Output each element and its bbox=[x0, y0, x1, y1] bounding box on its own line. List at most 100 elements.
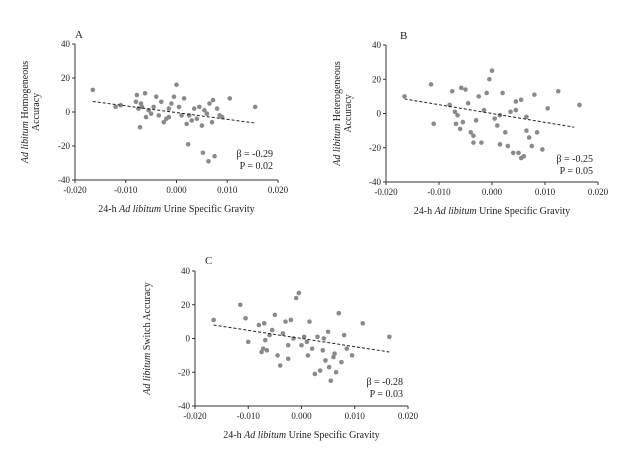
data-point bbox=[210, 97, 216, 103]
data-point bbox=[179, 113, 184, 118]
data-point bbox=[283, 319, 288, 324]
data-point bbox=[328, 378, 334, 383]
data-point bbox=[118, 102, 123, 108]
data-point bbox=[204, 111, 210, 116]
y-tick-label: 40 bbox=[61, 39, 71, 49]
x-tick-label: 0.020 bbox=[398, 411, 419, 421]
trend-line bbox=[404, 98, 575, 128]
y-tick-label: 0 bbox=[377, 109, 382, 119]
x-tick-label: 0.020 bbox=[268, 185, 289, 195]
data-point bbox=[293, 295, 299, 301]
data-point bbox=[200, 150, 206, 156]
data-point bbox=[301, 334, 307, 340]
data-point bbox=[189, 118, 195, 123]
x-tick-label: 0.020 bbox=[588, 187, 609, 197]
data-point bbox=[304, 339, 310, 345]
data-point bbox=[194, 116, 200, 122]
data-point bbox=[166, 106, 172, 111]
data-point bbox=[526, 135, 532, 140]
data-point bbox=[169, 101, 174, 106]
data-point bbox=[137, 125, 143, 130]
data-point bbox=[532, 92, 537, 97]
panel-c: -40 -20 0 20 40 -0.020 -0.010 0.000 0.010 0.020 Cβ… bbox=[142, 255, 419, 441]
x-axis-label: 24-h Ad libitum Urine Specific Gravity bbox=[98, 204, 254, 215]
beta-label: β = -0.28 bbox=[366, 377, 403, 388]
data-point bbox=[171, 94, 177, 99]
data-point bbox=[252, 104, 258, 110]
data-point bbox=[457, 126, 463, 132]
data-point bbox=[307, 319, 312, 324]
y-axis-label: Ad libitum Switch Accuracy bbox=[142, 282, 153, 396]
data-point bbox=[487, 76, 492, 82]
data-point bbox=[151, 104, 156, 110]
data-point bbox=[323, 358, 328, 363]
data-point bbox=[479, 140, 484, 145]
data-point bbox=[237, 302, 243, 308]
y-tick-label: 40 bbox=[372, 40, 382, 50]
data-point bbox=[214, 106, 220, 111]
y-tick-label: 20 bbox=[181, 300, 191, 310]
data-point bbox=[269, 327, 275, 333]
data-point bbox=[455, 112, 460, 118]
data-point bbox=[317, 368, 323, 373]
x-tick-label: -0.020 bbox=[374, 187, 398, 197]
data-point bbox=[518, 97, 524, 103]
data-point bbox=[341, 332, 347, 338]
p-value-label: P = 0.05 bbox=[560, 166, 593, 177]
x-tick-label: 0.000 bbox=[166, 185, 187, 195]
data-point bbox=[325, 329, 331, 335]
y-axis-label: Ad libitum Heterogeneous Accuracy bbox=[332, 61, 354, 167]
p-value-label: P = 0.03 bbox=[370, 389, 403, 400]
data-point bbox=[113, 104, 118, 110]
data-point bbox=[174, 82, 179, 88]
data-point bbox=[495, 123, 500, 128]
x-axis-label: 24-h Ad libitum Urine Specific Gravity bbox=[414, 206, 570, 217]
data-point bbox=[199, 123, 205, 128]
y-tick-label: 0 bbox=[66, 107, 71, 117]
data-point bbox=[312, 371, 318, 377]
data-point bbox=[90, 87, 96, 93]
data-point bbox=[264, 348, 270, 353]
data-point bbox=[447, 102, 452, 108]
data-point bbox=[227, 96, 233, 101]
data-point bbox=[489, 68, 495, 73]
data-point bbox=[465, 100, 471, 106]
data-point bbox=[299, 342, 304, 348]
panel-letter: B bbox=[400, 30, 407, 42]
data-point bbox=[431, 121, 437, 127]
y-axis-label-line1: Ad libitum Switch Accuracy bbox=[142, 282, 153, 396]
y-tick-label: 0 bbox=[186, 334, 191, 344]
data-point bbox=[545, 106, 550, 111]
data-point bbox=[256, 322, 262, 328]
data-point bbox=[185, 142, 191, 147]
x-tick-label: -0.010 bbox=[427, 187, 451, 197]
data-point bbox=[428, 82, 434, 87]
y-axis-label-line1: Ad libitum Heterogeneous bbox=[332, 61, 343, 167]
y-tick-label: 20 bbox=[61, 73, 71, 83]
data-point bbox=[534, 130, 540, 135]
data-point bbox=[285, 356, 291, 362]
data-point bbox=[449, 88, 455, 94]
data-point bbox=[473, 118, 479, 123]
data-point bbox=[320, 348, 326, 353]
data-point bbox=[134, 92, 140, 98]
data-point bbox=[460, 119, 466, 125]
data-point bbox=[463, 87, 468, 92]
data-point bbox=[245, 339, 251, 345]
data-point bbox=[280, 331, 286, 336]
data-point bbox=[492, 116, 497, 121]
panel-letter: A bbox=[75, 29, 83, 41]
trend-line bbox=[213, 324, 390, 353]
data-point bbox=[577, 102, 582, 108]
data-point bbox=[540, 147, 545, 152]
data-point bbox=[484, 90, 490, 96]
data-point bbox=[453, 121, 459, 127]
data-point bbox=[191, 106, 197, 111]
data-point bbox=[285, 342, 291, 348]
data-point bbox=[500, 90, 505, 96]
data-point bbox=[315, 334, 320, 340]
data-point bbox=[148, 111, 154, 116]
data-point bbox=[518, 155, 524, 161]
data-point bbox=[481, 107, 487, 113]
